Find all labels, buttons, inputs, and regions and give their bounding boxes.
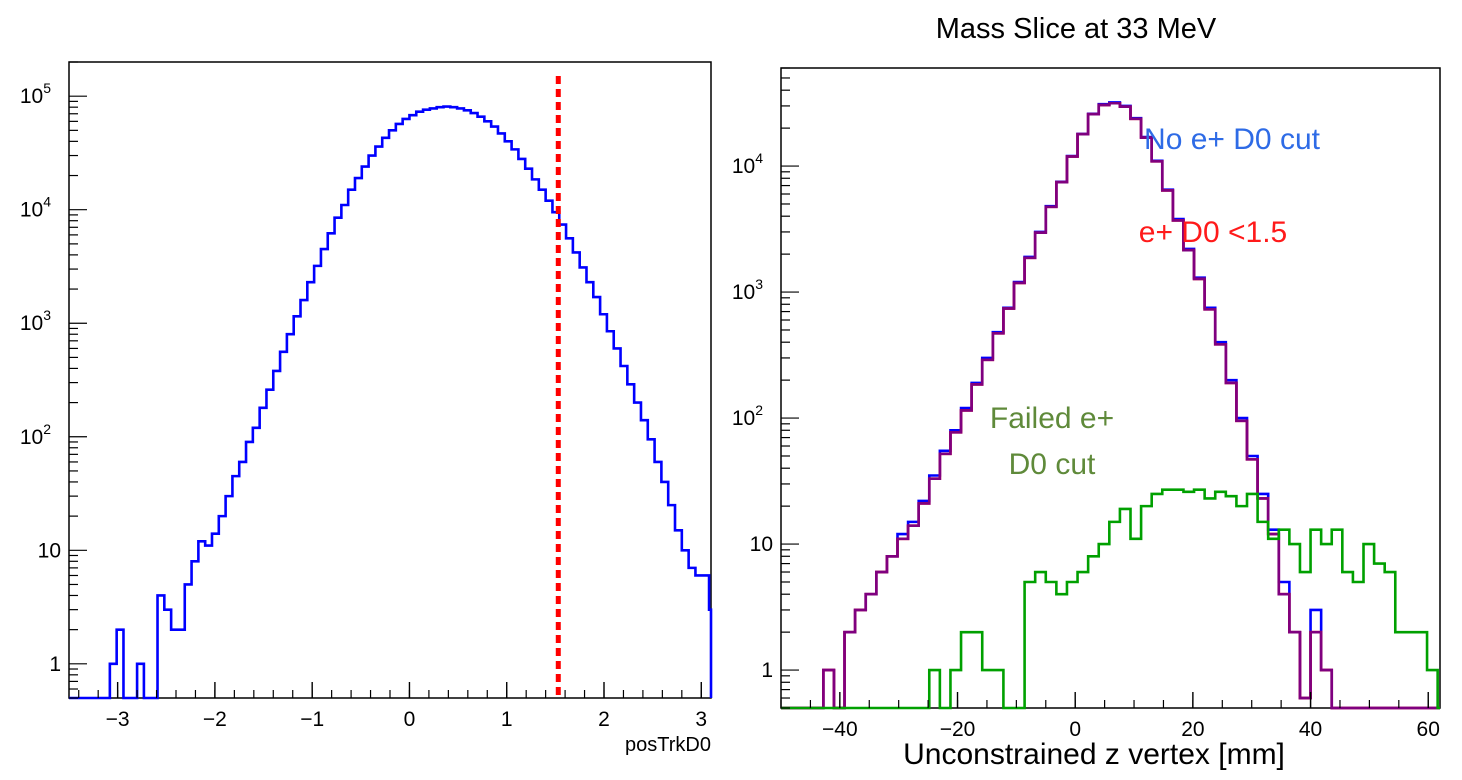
left-y-tick-label: 104 — [20, 194, 51, 222]
right-series-2-line — [781, 101, 1440, 710]
right-x-tick-label: 60 — [1417, 718, 1440, 741]
left-y-axis: 1 10 102 103 104 105 — [20, 61, 87, 699]
right-x-axis-label: Unconstrained z vertex [mm] — [903, 738, 1285, 771]
right-x-axis: −40 −20 0 20 40 60 — [780, 692, 1440, 741]
legend-failed-line1: Failed e+ — [990, 402, 1114, 435]
left-x-tick-label: 3 — [695, 708, 707, 731]
right-plot-title: Mass Slice at 33 MeV — [936, 13, 1217, 45]
right-x-tick-label: 20 — [1181, 718, 1204, 741]
right-y-tick-label: 102 — [732, 402, 763, 430]
legend-no-cut: No e+ D0 cut — [1144, 123, 1321, 156]
left-y-tick-label: 103 — [20, 307, 51, 335]
legend-failed-line2: D0 cut — [1009, 448, 1096, 481]
left-x-tick-label: 1 — [501, 708, 513, 731]
right-x-tick-label: 0 — [1069, 718, 1081, 741]
right-y-tick-label: 104 — [732, 150, 763, 178]
left-plot-frame — [68, 61, 712, 699]
left-histogram-plot: −3 −2 −1 0 1 2 3 1 10 102 103 104 105 posTrkD0 — [20, 61, 713, 756]
right-x-tick-label: −20 — [940, 718, 976, 741]
right-y-tick-label: 103 — [732, 276, 763, 304]
right-y-tick-label: 1 — [761, 659, 773, 682]
right-x-tick-label: 40 — [1299, 718, 1322, 741]
left-series-0-line — [69, 105, 713, 700]
right-x-tick-label: −40 — [822, 718, 858, 741]
left-x-axis-label: posTrkD0 — [625, 734, 711, 756]
right-plot-frame — [780, 67, 1441, 709]
right-series-layer — [781, 101, 1440, 710]
left-y-tick-label: 10 — [38, 539, 61, 562]
left-y-tick-label: 102 — [20, 421, 51, 449]
left-series-layer — [69, 105, 713, 700]
left-x-tick-label: −2 — [203, 708, 227, 731]
left-x-tick-label: 0 — [404, 708, 416, 731]
left-x-tick-label: −3 — [106, 708, 130, 731]
right-legend: No e+ D0 cut e+ D0 <1.5 Failed e+ D0 cut — [990, 123, 1321, 481]
left-x-tick-label: −1 — [300, 708, 324, 731]
right-y-tick-label: 10 — [750, 533, 773, 556]
right-series-3-line — [781, 488, 1440, 710]
left-y-tick-label: 1 — [49, 653, 61, 676]
right-y-axis: 1 10 102 103 104 — [732, 67, 799, 709]
left-x-axis: −3 −2 −1 0 1 2 3 — [78, 682, 707, 731]
left-y-tick-label: 105 — [20, 80, 51, 108]
right-histogram-plot: Mass Slice at 33 MeV −40 −20 0 20 40 60 1 10 10… — [732, 13, 1441, 771]
left-x-tick-label: 2 — [598, 708, 610, 731]
legend-cut: e+ D0 <1.5 — [1139, 216, 1287, 249]
